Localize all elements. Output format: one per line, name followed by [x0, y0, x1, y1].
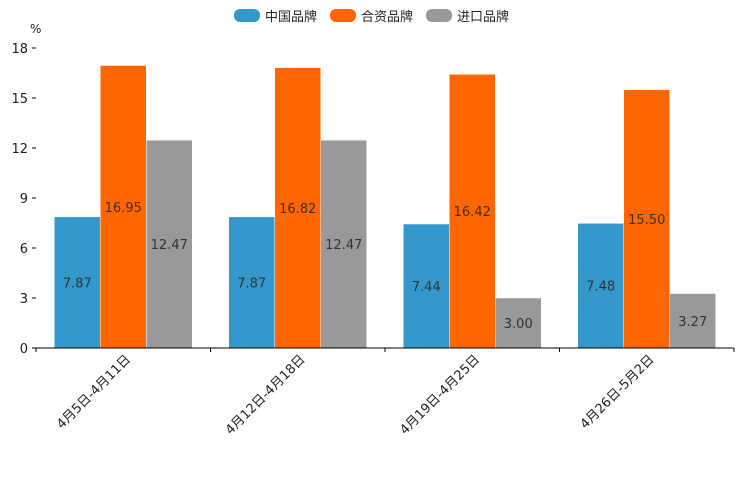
y-axis-unit: % — [30, 22, 41, 36]
legend-label-2: 进口品牌 — [457, 9, 509, 25]
bar-1-2 — [320, 139, 367, 349]
data-label-3-0: 7.48 — [586, 280, 615, 295]
y-tick-label: 0 — [20, 342, 28, 357]
data-label-3-2: 3.27 — [678, 315, 707, 330]
legend-label-0: 中国品牌 — [265, 9, 317, 25]
data-labels: 7.87 16.95 12.47 7.87 16.82 12.47 7.44 16.42 3.0… — [63, 201, 707, 332]
x-category-label: 4月5日-4月11日 — [54, 352, 134, 432]
bar-2-0 — [403, 223, 450, 349]
data-label-2-2: 3.00 — [504, 317, 533, 332]
data-label-2-1: 16.42 — [454, 205, 491, 220]
x-category-label: 4月19日-4月25日 — [397, 352, 483, 438]
x-category-label: 4月26日-5月2日 — [578, 352, 658, 432]
legend-swatch-1 — [330, 9, 356, 22]
legend-swatch-2 — [426, 9, 452, 22]
legend-label-1: 合资品牌 — [361, 9, 413, 25]
bar-0-1 — [100, 65, 147, 349]
bar-3-0 — [577, 223, 624, 349]
y-tick-label: 12 — [11, 142, 28, 157]
y-tick-label: 18 — [11, 42, 28, 57]
data-label-0-2: 12.47 — [151, 238, 188, 253]
bar-0-2 — [146, 139, 193, 349]
data-label-0-0: 7.87 — [63, 276, 92, 291]
legend: 中国品牌 合资品牌 进口品牌 — [234, 9, 509, 25]
data-label-1-1: 16.82 — [279, 202, 316, 217]
data-label-1-0: 7.87 — [237, 276, 266, 291]
data-label-3-1: 15.50 — [628, 213, 665, 228]
y-tick-label: 9 — [20, 192, 28, 207]
y-tick-label: 6 — [20, 242, 28, 257]
bar-1-0 — [228, 216, 275, 349]
bars — [54, 65, 716, 349]
x-category-label: 4月12日-4月18日 — [223, 352, 309, 438]
data-label-1-2: 12.47 — [325, 238, 362, 253]
bar-2-2 — [495, 297, 542, 349]
bar-3-1 — [623, 89, 670, 349]
y-tick-label: 3 — [20, 292, 28, 307]
y-axis: 0 3 6 9 12 15 18 — [11, 42, 36, 357]
data-label-2-0: 7.44 — [412, 280, 441, 295]
y-tick-label: 15 — [11, 92, 28, 107]
data-label-0-1: 16.95 — [105, 201, 142, 216]
legend-swatch-0 — [234, 9, 260, 22]
x-axis: 4月5日-4月11日 4月12日-4月18日 4月19日-4月25日 4月26日-5月… — [35, 348, 735, 438]
bar-3-2 — [669, 293, 716, 349]
bar-2-1 — [449, 74, 496, 349]
bar-1-1 — [274, 67, 321, 349]
